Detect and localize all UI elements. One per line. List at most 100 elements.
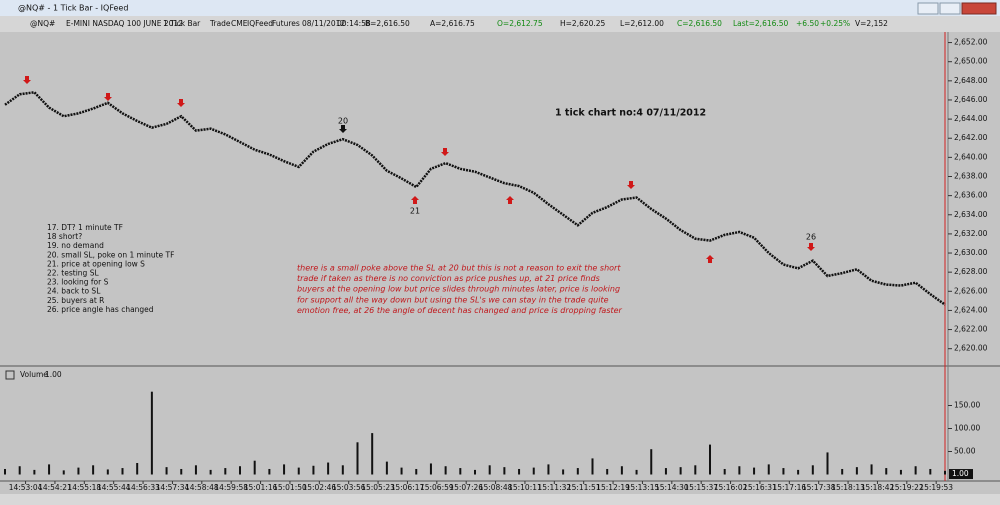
x-tick-label: 14:53:04 [9,483,43,492]
arrow-down [627,181,635,189]
header-field: E-MINI NASDAQ 100 JUNE 2012 [66,19,183,28]
volume-bar [194,465,197,475]
volume-bar [709,444,711,475]
y-tick-label: 2,648.00 [954,76,988,85]
volume-bar [48,464,51,475]
volume-bar [694,465,697,475]
x-tick-label: 15:03:56 [332,483,366,492]
y-tick-label: 2,646.00 [954,95,988,104]
y-tick-label: 2,628.00 [954,267,988,276]
x-tick-label: 14:57:34 [156,483,190,492]
volume-bar [106,469,109,475]
x-tick-label: 15:16:02 [714,483,748,492]
y-tick-label: 50.00 [954,447,976,456]
volume-bar [283,464,286,475]
y-tick-label: 2,642.00 [954,133,988,142]
x-tick-label: 14:55:44 [97,483,131,492]
header-field: 00:14:58 [337,19,371,28]
volume-bar [209,469,212,475]
header-field: L=2,612.00 [620,19,664,28]
y-tick-label: 2,630.00 [954,248,988,257]
x-tick-label: 15:19:22 [890,483,924,492]
y-tick-label: 2,636.00 [954,191,988,200]
header-field: @NQ# [30,19,55,28]
scrollbar[interactable] [0,494,1000,505]
x-tick-label: 14:59:58 [214,483,248,492]
y-tick-label: 100.00 [954,423,980,432]
x-tick-label: 15:11:51 [567,483,601,492]
header-field: +6.50 [796,19,819,28]
volume-bar [841,468,844,475]
volume-bar [239,466,241,475]
note: 20. small SL, poke on 1 minute TF [47,250,174,259]
volume-bar [753,467,756,475]
volume-bar [92,465,95,475]
window-title: @NQ# - 1 Tick Bar - IQFeed [18,4,128,13]
y-tick-label: 150.00 [954,400,980,409]
header-field: CME [231,19,248,28]
title-bar [0,0,1000,16]
volume-bar [356,442,359,475]
x-tick-label: 15:19:53 [919,483,953,492]
arrow-down [177,99,185,107]
volume-bar [944,470,946,475]
price-panel [0,32,945,365]
volume-bar [606,468,609,475]
volume-bar [327,462,330,475]
commentary: buyers at the opening low but price slid… [297,285,620,294]
x-tick-label: 15:13:15 [626,483,660,492]
minimize-button[interactable] [917,2,939,15]
header-field: B=2,616.50 [365,19,410,28]
header-bar [0,16,1000,32]
note: 18 short? [47,232,82,241]
annotation: 26 [806,233,816,242]
volume-bar [77,467,80,475]
note: 24. back to SL [47,287,101,296]
x-tick-label: 14:55:18 [67,483,101,492]
commentary: emotion free, at 26 the angle of decent … [297,306,623,315]
x-tick-label: 15:15:37 [684,483,718,492]
volume-bar [826,452,829,475]
y-tick-label: 2,638.00 [954,171,988,180]
volume-bar [371,433,374,475]
volume-bar [503,467,506,475]
volume-bar [576,468,579,475]
chart-title: 1 tick chart no:4 07/11/2012 [555,108,706,119]
volume-bar [899,469,902,475]
close-panel-button[interactable] [5,370,15,380]
header-field: 08/11/2012 [302,19,345,28]
maximize-button[interactable] [939,2,961,15]
x-tick-label: 15:08:48 [479,483,513,492]
volume-bar [547,464,550,475]
note: 19. no demand [47,241,104,250]
y-tick-label: 2,640.00 [954,152,988,161]
x-tick-label: 14:56:33 [126,483,160,492]
header-field: Last=2,616.50 [733,19,789,28]
volume-bar [488,465,491,475]
arrow-up [706,255,714,263]
header-field: A=2,616.75 [430,19,475,28]
y-tick-label: 2,634.00 [954,210,988,219]
header-field: V=2,152 [855,19,888,28]
volume-bar [312,465,315,475]
x-tick-label: 15:05:23 [361,483,395,492]
y-tick-label: 2,644.00 [954,114,988,123]
header-field: +0.25% [820,19,850,28]
y-tick-label: 2,626.00 [954,286,988,295]
volume-value: 1.00 [45,370,62,379]
volume-bar [664,468,667,475]
volume-label: Volume [20,370,48,379]
volume-bar [723,468,726,475]
volume-bar [121,468,124,475]
x-tick-label: 15:14:30 [655,483,689,492]
x-tick-label: 15:17:16 [772,483,806,492]
volume-bar [532,467,535,475]
x-tick-label: 15:01:16 [244,483,278,492]
close-button[interactable] [961,2,997,15]
y-tick-label: 2,622.00 [954,325,988,334]
volume-bar [650,449,653,475]
header-field: Trade [209,19,231,28]
commentary: for support all the way down but using t… [297,295,609,304]
header-field: C=2,616.50 [677,19,722,28]
